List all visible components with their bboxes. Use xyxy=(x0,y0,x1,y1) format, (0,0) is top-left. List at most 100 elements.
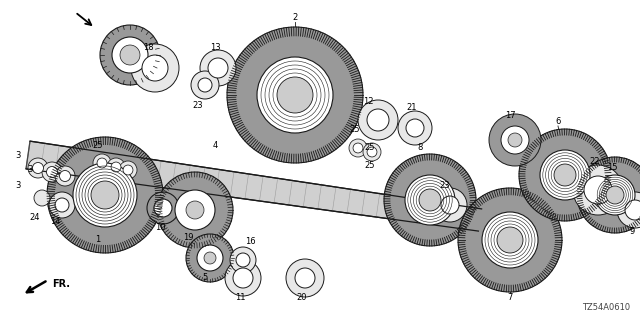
Circle shape xyxy=(458,188,562,292)
Text: 17: 17 xyxy=(505,110,515,119)
Circle shape xyxy=(47,166,58,178)
Text: 18: 18 xyxy=(143,44,154,52)
Text: 23: 23 xyxy=(193,100,204,109)
Circle shape xyxy=(573,165,623,215)
Text: 10: 10 xyxy=(155,223,165,233)
Text: 25: 25 xyxy=(349,125,360,134)
Circle shape xyxy=(225,260,261,296)
Circle shape xyxy=(73,163,137,227)
Text: 8: 8 xyxy=(417,143,422,153)
Circle shape xyxy=(186,201,204,219)
Circle shape xyxy=(227,27,363,163)
Circle shape xyxy=(353,143,363,153)
Text: 25: 25 xyxy=(365,143,375,153)
Circle shape xyxy=(489,114,541,166)
Circle shape xyxy=(97,158,107,168)
Circle shape xyxy=(405,175,455,225)
Circle shape xyxy=(147,192,179,224)
Circle shape xyxy=(406,119,424,137)
Circle shape xyxy=(606,186,624,204)
Text: 3: 3 xyxy=(15,150,20,159)
Circle shape xyxy=(617,192,640,228)
Circle shape xyxy=(200,50,236,86)
Circle shape xyxy=(91,181,119,209)
Circle shape xyxy=(28,158,48,178)
Circle shape xyxy=(186,234,234,282)
Circle shape xyxy=(358,100,398,140)
Circle shape xyxy=(625,200,640,220)
Circle shape xyxy=(198,78,212,92)
Circle shape xyxy=(131,44,179,92)
Circle shape xyxy=(419,189,441,211)
Circle shape xyxy=(257,57,333,133)
Text: 13: 13 xyxy=(210,44,220,52)
Circle shape xyxy=(34,190,50,206)
Circle shape xyxy=(398,111,432,145)
Circle shape xyxy=(197,245,223,271)
Circle shape xyxy=(441,196,459,214)
Circle shape xyxy=(236,253,250,267)
Circle shape xyxy=(554,164,576,186)
Circle shape xyxy=(519,129,611,221)
Text: 2: 2 xyxy=(292,13,298,22)
Circle shape xyxy=(595,175,635,215)
Polygon shape xyxy=(26,141,481,231)
Text: 4: 4 xyxy=(212,140,218,149)
Text: 21: 21 xyxy=(407,103,417,113)
Text: 7: 7 xyxy=(508,293,513,302)
Circle shape xyxy=(204,252,216,264)
Circle shape xyxy=(107,158,125,176)
Circle shape xyxy=(363,143,381,161)
Circle shape xyxy=(120,45,140,65)
Text: 24: 24 xyxy=(29,213,40,222)
Circle shape xyxy=(42,162,62,182)
Circle shape xyxy=(277,77,313,113)
Text: 1: 1 xyxy=(95,236,100,244)
Text: 19: 19 xyxy=(183,234,193,243)
Text: TZ54A0610: TZ54A0610 xyxy=(582,303,630,312)
Text: 15: 15 xyxy=(607,164,617,172)
Text: 23: 23 xyxy=(440,180,451,189)
Text: FR.: FR. xyxy=(52,279,70,289)
Circle shape xyxy=(433,188,467,222)
Circle shape xyxy=(111,162,121,172)
Text: 5: 5 xyxy=(202,274,207,283)
Text: 25: 25 xyxy=(365,161,375,170)
Circle shape xyxy=(501,126,529,154)
Circle shape xyxy=(577,157,640,233)
Circle shape xyxy=(508,133,522,147)
Text: 3: 3 xyxy=(28,165,33,174)
Circle shape xyxy=(349,139,367,157)
Text: 14: 14 xyxy=(50,218,60,227)
Circle shape xyxy=(295,268,315,288)
Circle shape xyxy=(49,192,75,218)
Circle shape xyxy=(175,190,215,230)
Circle shape xyxy=(47,137,163,253)
Circle shape xyxy=(93,154,111,172)
Circle shape xyxy=(230,247,256,273)
Circle shape xyxy=(233,268,253,288)
Text: 11: 11 xyxy=(235,293,245,302)
Circle shape xyxy=(584,176,612,204)
Text: 25: 25 xyxy=(93,140,103,149)
Circle shape xyxy=(112,37,148,73)
Circle shape xyxy=(154,199,172,217)
Circle shape xyxy=(55,166,75,186)
Circle shape xyxy=(482,212,538,268)
Circle shape xyxy=(384,154,476,246)
Circle shape xyxy=(142,55,168,81)
Text: 22: 22 xyxy=(589,157,600,166)
Text: 3: 3 xyxy=(15,180,20,189)
Circle shape xyxy=(119,161,137,179)
Circle shape xyxy=(286,259,324,297)
Circle shape xyxy=(367,109,389,131)
Circle shape xyxy=(208,58,228,78)
Text: 20: 20 xyxy=(297,293,307,302)
Circle shape xyxy=(157,172,233,248)
Text: 6: 6 xyxy=(556,117,561,126)
Circle shape xyxy=(33,163,44,173)
Text: 12: 12 xyxy=(363,98,373,107)
Circle shape xyxy=(191,71,219,99)
Circle shape xyxy=(123,165,133,175)
Text: 16: 16 xyxy=(244,237,255,246)
